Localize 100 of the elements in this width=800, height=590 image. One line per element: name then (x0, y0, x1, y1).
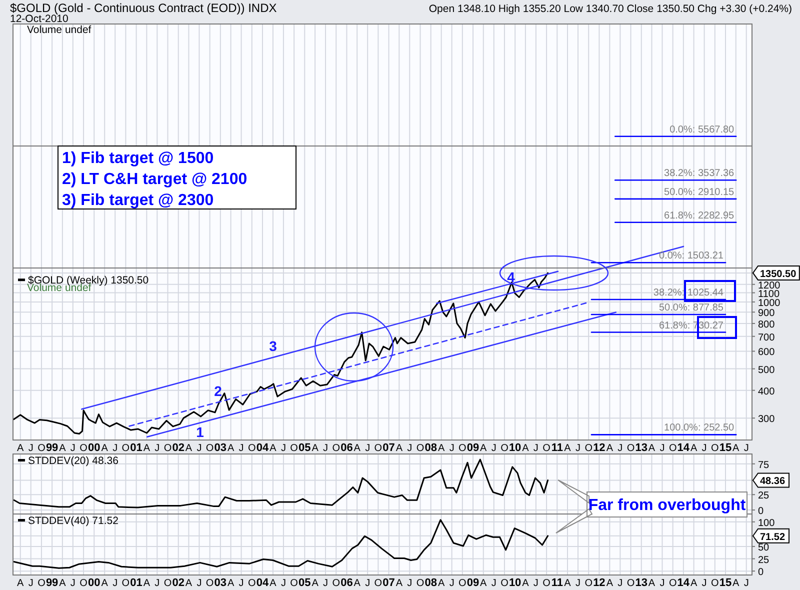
x-tick-label: O (38, 443, 46, 454)
x-tick-label: O (206, 578, 214, 589)
x-tick-label: O (711, 443, 720, 454)
x-tick-label: O (290, 443, 298, 454)
x-tick-label: J (660, 578, 665, 589)
series-label: 100.0%: 252.50 (664, 422, 735, 434)
x-tick-label: A (227, 578, 234, 589)
x-tick-label: A (101, 578, 108, 589)
x-tick-label: 03 (214, 577, 227, 589)
x-tick-label: O (122, 443, 130, 454)
y-tick-label: 1350.50 (760, 268, 797, 280)
x-tick-label: O (626, 578, 635, 589)
x-tick-label: O (38, 578, 46, 589)
x-tick-label: J (533, 443, 538, 454)
x-tick-label: O (248, 578, 256, 589)
x-tick-label: A (143, 443, 150, 454)
x-tick-label: 01 (130, 442, 142, 454)
annotation: 2) LT C&H target @ 2100 (62, 171, 248, 188)
x-tick-label: 13 (635, 442, 648, 454)
legend-label: STDDEV(20) 48.36 (28, 455, 119, 467)
x-tick-label: 11 (551, 442, 563, 454)
x-tick-label: A (564, 578, 572, 589)
x-tick-label: A (185, 443, 192, 454)
x-tick-label: A (438, 443, 445, 454)
series-label: 61.8%: 2282.95 (664, 210, 735, 222)
x-tick-label: O (290, 578, 298, 589)
annotation: Far from overbought (588, 497, 746, 514)
x-tick-label: J (28, 443, 34, 454)
x-tick-label: A (354, 443, 361, 454)
x-tick-label: 12 (593, 577, 606, 589)
x-tick-label: A (690, 578, 698, 589)
x-tick-label: A (101, 443, 108, 454)
x-tick-label: A (480, 578, 488, 589)
x-tick-label: 01 (130, 577, 142, 589)
series-label: 38.2%: 3537.36 (664, 168, 735, 180)
x-tick-label: A (564, 443, 572, 454)
x-tick-label: O (164, 443, 172, 454)
x-tick-label: A (59, 443, 66, 454)
x-tick-label: A (270, 443, 277, 454)
x-tick-label: O (668, 578, 677, 589)
annotation: 2 (214, 383, 222, 399)
x-tick-label: A (17, 578, 24, 589)
x-tick-label: 09 (466, 577, 480, 589)
y-tick-label: 1200 (758, 280, 781, 292)
x-tick-label: A (270, 578, 277, 589)
x-tick-label: 13 (635, 577, 648, 589)
y-tick-label: 800 (758, 319, 776, 330)
x-tick-label: 09 (466, 442, 480, 454)
chart-subtitle: 12-Oct-2010 (10, 13, 69, 25)
x-tick-label: 14 (677, 577, 690, 589)
x-tick-label: A (438, 578, 445, 589)
x-tick-label: 10 (508, 442, 522, 454)
series-label: 50.0%: 2910.15 (664, 186, 735, 198)
x-tick-label: O (164, 578, 172, 589)
x-tick-label: O (80, 443, 88, 454)
x-tick-label: O (416, 443, 424, 454)
x-tick-label: J (323, 578, 328, 589)
x-tick-label: O (626, 443, 635, 454)
x-tick-label: O (542, 443, 551, 454)
legend-label: STDDEV(40) 71.52 (28, 515, 119, 527)
x-tick-label: J (323, 443, 328, 454)
y-tick-label: 100 (758, 518, 776, 529)
x-tick-label: O (584, 443, 593, 454)
x-tick-label: J (702, 443, 707, 454)
x-tick-label: O (206, 443, 214, 454)
x-tick-label: 04 (256, 577, 270, 589)
annotation: 3 (269, 338, 278, 354)
y-tick-label: 900 (758, 308, 776, 320)
annotation: 4 (507, 269, 516, 285)
x-tick-label: J (744, 443, 749, 454)
x-tick-label: J (28, 578, 34, 589)
annotation: 1 (196, 424, 204, 440)
x-tick-label: J (196, 578, 202, 589)
x-tick-label: O (374, 443, 382, 454)
x-tick-label: 15 (719, 442, 732, 454)
x-tick-label: J (280, 443, 286, 454)
y-tick-label: 48.36 (760, 476, 786, 488)
annotation: Volume undef (27, 24, 92, 36)
x-tick-label: A (732, 443, 740, 454)
x-tick-label: 06 (340, 577, 353, 589)
x-tick-label: 07 (382, 442, 395, 454)
x-tick-label: 04 (256, 442, 270, 454)
annotation: 1) Fib target @ 1500 (62, 150, 214, 167)
x-tick-label: A (312, 578, 319, 589)
y-tick-label: 400 (758, 386, 776, 398)
x-tick-label: A (648, 578, 656, 589)
x-tick-label: J (660, 443, 665, 454)
x-tick-label: A (522, 443, 530, 454)
x-tick-label: J (112, 443, 118, 454)
x-tick-label: J (365, 578, 370, 589)
y-tick-label: 0 (758, 567, 764, 578)
y-tick-label: 500 (758, 364, 776, 376)
x-tick-label: O (542, 578, 551, 589)
series-label: 50.0%: 877.85 (658, 302, 724, 314)
x-tick-label: A (227, 443, 234, 454)
x-tick-label: A (312, 443, 319, 454)
x-tick-label: 03 (214, 442, 227, 454)
y-tick-label: 25 (758, 554, 770, 566)
x-tick-label: J (154, 578, 160, 589)
x-tick-label: O (332, 443, 340, 454)
